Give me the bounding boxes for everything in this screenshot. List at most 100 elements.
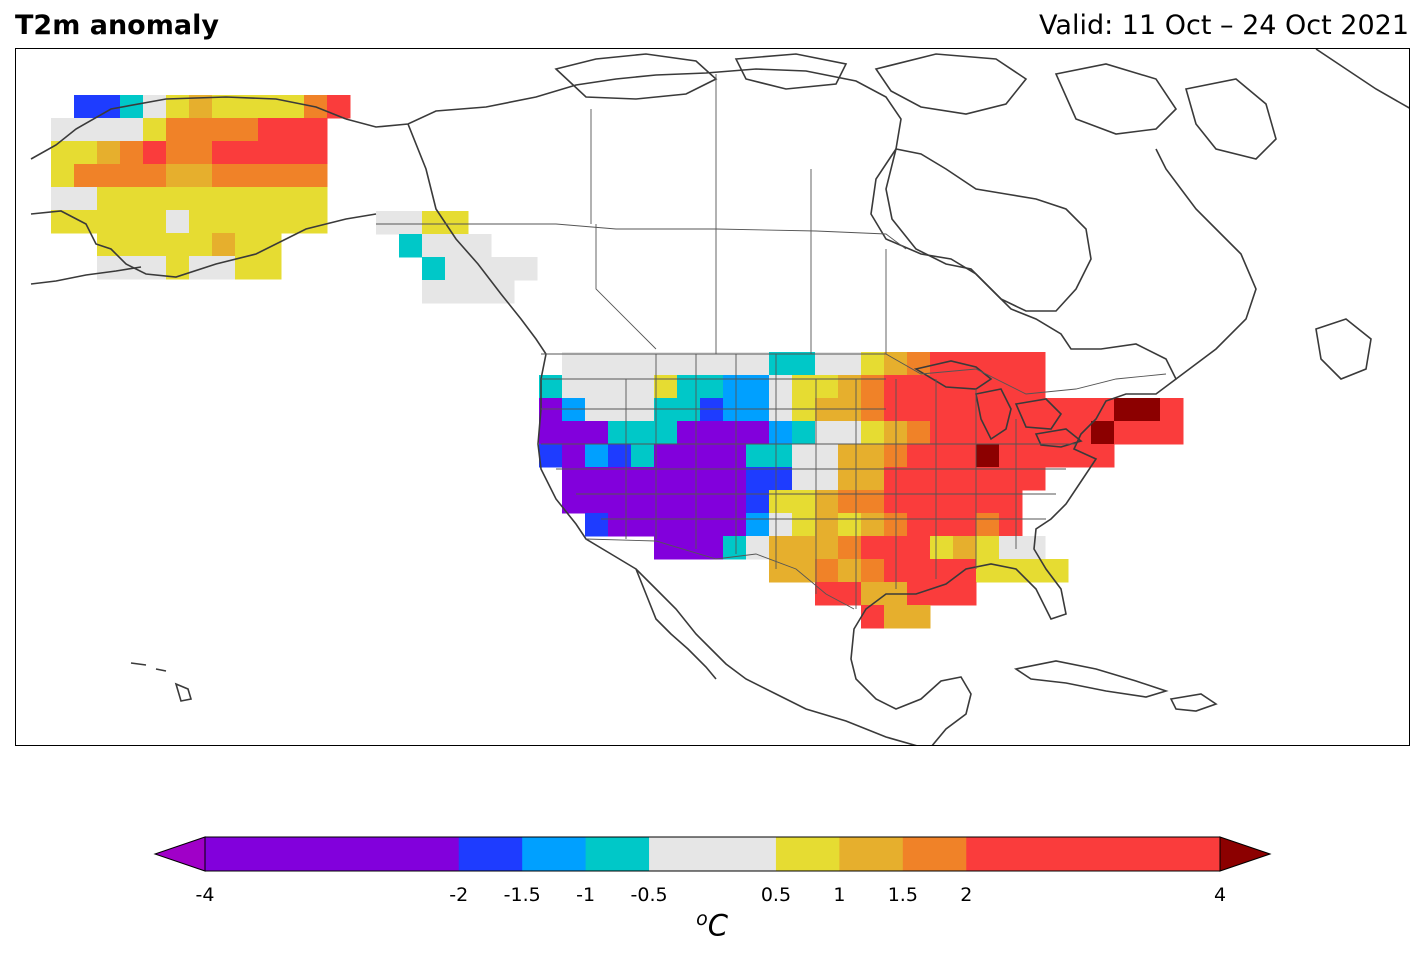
anomaly-cell-alaska <box>212 210 236 234</box>
anomaly-cell-conus <box>953 582 977 606</box>
anomaly-cell-conus <box>930 444 954 468</box>
anomaly-cell-conus <box>585 375 609 399</box>
anomaly-cell-conus <box>792 559 816 583</box>
anomaly-cell-alaska <box>212 95 236 119</box>
anomaly-cell-alaska <box>189 233 213 257</box>
anomaly-cell-alaska <box>258 118 282 142</box>
coastline-alaska <box>30 96 377 278</box>
colorbar-tick-label: -1 <box>576 884 596 906</box>
anomaly-cell-alaska <box>97 187 121 211</box>
colorbar-segment <box>775 837 840 871</box>
anomaly-cell-alaska <box>189 95 213 119</box>
anomaly-cell-conus <box>700 375 724 399</box>
colorbar-tick-label: -4 <box>195 884 215 906</box>
anomaly-cell-conus <box>654 490 678 514</box>
anomaly-cell-conus <box>1045 421 1069 445</box>
anomaly-cell-conus <box>654 421 678 445</box>
anomaly-cell-alaska <box>120 141 144 165</box>
anomaly-cell-conus <box>723 444 747 468</box>
anomaly-cell-alaska <box>143 95 167 119</box>
anomaly-cell-conus <box>884 352 908 376</box>
anomaly-cell-conus <box>907 444 931 468</box>
coastline-great-lakes <box>913 360 1083 448</box>
anomaly-cell-conus <box>907 536 931 560</box>
anomaly-cell-alaska <box>97 210 121 234</box>
anomaly-cell-alaska <box>212 141 236 165</box>
anomaly-cell-alaska <box>74 118 98 142</box>
anomaly-cell-conus <box>999 559 1023 583</box>
anomaly-cell-bc <box>445 234 469 258</box>
anomaly-cell-alaska <box>258 164 282 188</box>
anomaly-cell-conus <box>861 375 885 399</box>
anomaly-cell-conus <box>815 398 839 422</box>
anomaly-cell-conus <box>677 444 701 468</box>
anomaly-cell-alaska <box>97 95 121 119</box>
anomaly-cell-alaska <box>143 141 167 165</box>
colorbar-unit: oC <box>696 908 728 943</box>
anomaly-cell-alaska <box>212 164 236 188</box>
colorbar-tick-label: 0.5 <box>760 884 792 906</box>
colorbar-segment <box>522 837 587 871</box>
coastline-hispaniola <box>1169 693 1218 712</box>
coastline-labrador <box>1155 148 1257 380</box>
anomaly-cell-conus <box>999 490 1023 514</box>
anomaly-cell-alaska <box>235 233 259 257</box>
anomaly-cell-bc <box>445 280 469 304</box>
coastline-hawaii <box>130 662 193 702</box>
anomaly-cell-conus <box>654 513 678 537</box>
anomaly-cell-alaska <box>166 95 190 119</box>
anomaly-cell-conus <box>861 513 885 537</box>
anomaly-cell-conus <box>746 352 770 376</box>
anomaly-cell-conus <box>1022 467 1046 491</box>
anomaly-cell-alaska <box>166 141 190 165</box>
anomaly-cell-alaska <box>97 141 121 165</box>
anomaly-cell-conus <box>953 490 977 514</box>
anomaly-cell-alaska <box>235 210 259 234</box>
anomaly-cell-conus <box>1068 398 1092 422</box>
anomaly-cell-conus <box>723 490 747 514</box>
anomaly-cell-conus <box>631 490 655 514</box>
anomaly-cell-conus <box>700 513 724 537</box>
anomaly-cell-alaska <box>166 233 190 257</box>
anomaly-cell-conus <box>654 398 678 422</box>
anomaly-cell-alaska <box>258 187 282 211</box>
colorbar-tick-label: -0.5 <box>630 884 668 906</box>
anomaly-cell-conus <box>585 444 609 468</box>
anomaly-cell-conus <box>677 421 701 445</box>
anomaly-cell-conus <box>838 490 862 514</box>
anomaly-cell-conus <box>815 375 839 399</box>
anomaly-cell-alaska <box>235 141 259 165</box>
anomaly-cell-conus <box>746 375 770 399</box>
anomaly-cell-conus <box>746 467 770 491</box>
anomaly-cell-conus <box>677 513 701 537</box>
anomaly-cell-alaska <box>189 141 213 165</box>
anomaly-cell-alaska <box>235 118 259 142</box>
anomaly-cell-alaska <box>51 187 75 211</box>
anomaly-cell-conus <box>815 513 839 537</box>
anomaly-cell-conus <box>677 398 701 422</box>
anomaly-cell-conus <box>1045 444 1069 468</box>
anomaly-cell-conus <box>723 352 747 376</box>
anomaly-cell-conus <box>930 421 954 445</box>
anomaly-cell-conus <box>723 398 747 422</box>
anomaly-cell-conus <box>700 536 724 560</box>
anomaly-cell-conus <box>907 398 931 422</box>
anomaly-cell-conus <box>769 352 793 376</box>
anomaly-cell-alaska <box>212 256 236 280</box>
anomaly-cell-conus <box>631 352 655 376</box>
anomaly-cell-conus <box>861 467 885 491</box>
anomaly-cell-conus <box>907 352 931 376</box>
anomaly-cell-alaska <box>235 187 259 211</box>
anomaly-cell-conus <box>769 559 793 583</box>
anomaly-cell-conus <box>815 444 839 468</box>
anomaly-cell-alaska <box>189 210 213 234</box>
anomaly-map <box>30 49 1409 745</box>
anomaly-cell-conus <box>769 467 793 491</box>
anomaly-cell-conus <box>838 536 862 560</box>
anomaly-cell-conus <box>907 375 931 399</box>
anomaly-cell-alaska <box>143 187 167 211</box>
anomaly-cell-conus <box>631 375 655 399</box>
anomaly-cell-alaska <box>189 256 213 280</box>
anomaly-cell-conus <box>1022 559 1046 583</box>
political-borders <box>376 74 1167 610</box>
